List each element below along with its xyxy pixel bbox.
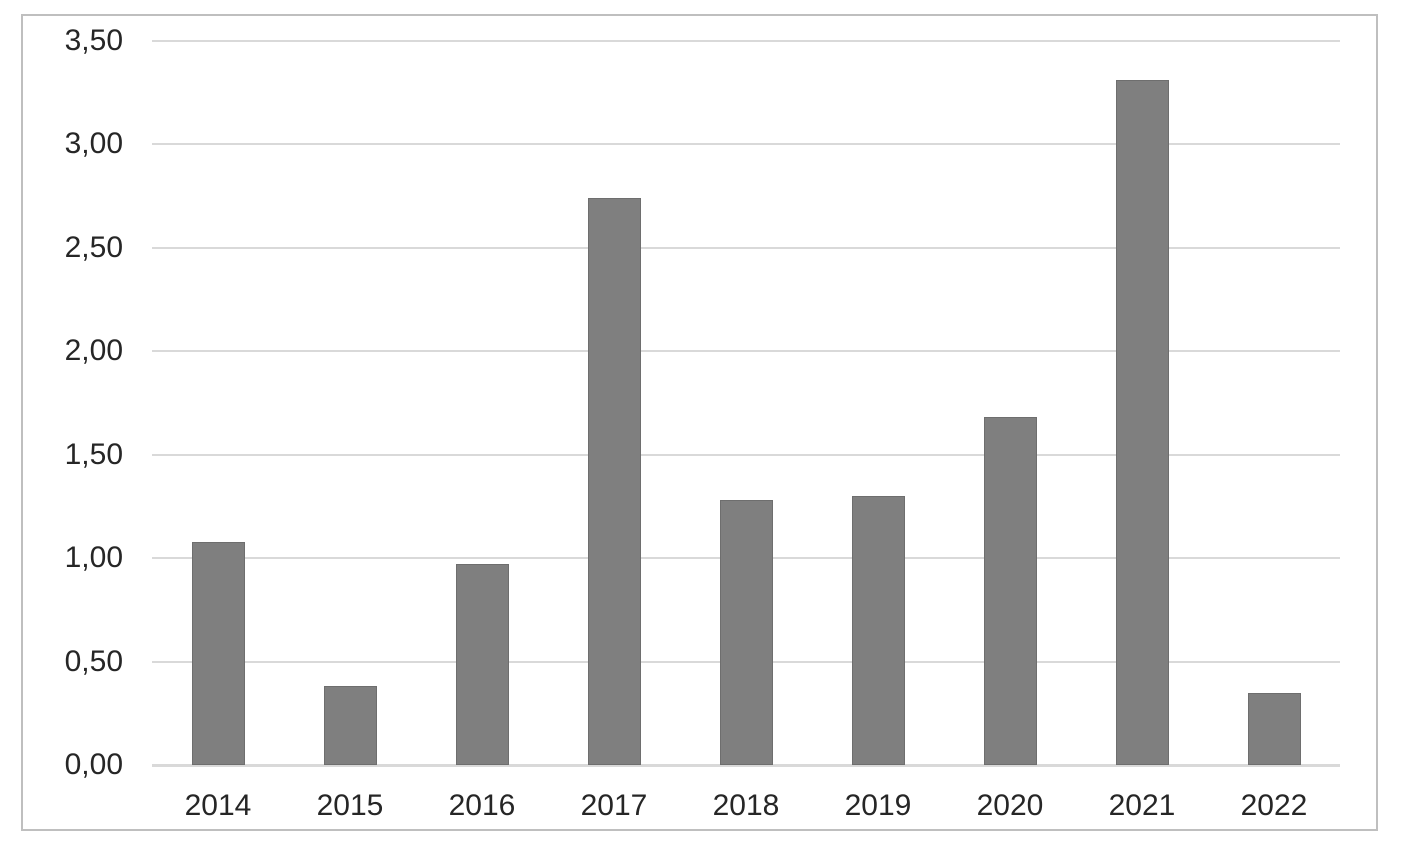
y-axis-tick-label: 0,00 (64, 748, 123, 781)
x-axis-tick-label: 2021 (1108, 789, 1176, 822)
bar-2018 (719, 500, 773, 765)
gridline (152, 350, 1340, 353)
x-axis-tick-label: 2019 (844, 789, 912, 822)
y-axis-tick-label: 2,00 (64, 334, 123, 368)
gridline (152, 246, 1340, 249)
x-axis-tick-label: 2014 (184, 789, 252, 822)
bar-2017 (587, 198, 641, 765)
bar-2016 (455, 564, 509, 765)
y-axis-tick-label: 1,50 (64, 437, 123, 471)
y-axis-tick-label: 1,00 (64, 541, 123, 575)
bar-2019 (851, 496, 905, 765)
gridline (152, 143, 1340, 146)
x-axis-line (152, 764, 1340, 767)
gridline (152, 453, 1340, 456)
x-axis-tick-label: 2015 (316, 789, 384, 822)
gridline (152, 40, 1340, 42)
x-axis-tick-label: 2020 (976, 789, 1044, 822)
bar-2015 (323, 686, 377, 765)
x-axis-tick-label: 2017 (580, 789, 648, 822)
y-axis-tick-label: 3,50 (64, 24, 123, 57)
x-axis-tick-label: 2018 (712, 789, 780, 822)
bar-2020 (983, 417, 1037, 765)
bar-2021 (1115, 80, 1169, 765)
x-axis-tick-label: 2022 (1240, 789, 1308, 822)
bar-2022 (1247, 692, 1301, 765)
x-axis-tick-label: 2016 (448, 789, 516, 822)
y-axis-tick-label: 3,00 (64, 127, 123, 161)
bar-2014 (191, 541, 245, 765)
y-axis-tick-label: 0,50 (64, 644, 123, 678)
y-axis-tick-label: 2,50 (64, 230, 123, 264)
